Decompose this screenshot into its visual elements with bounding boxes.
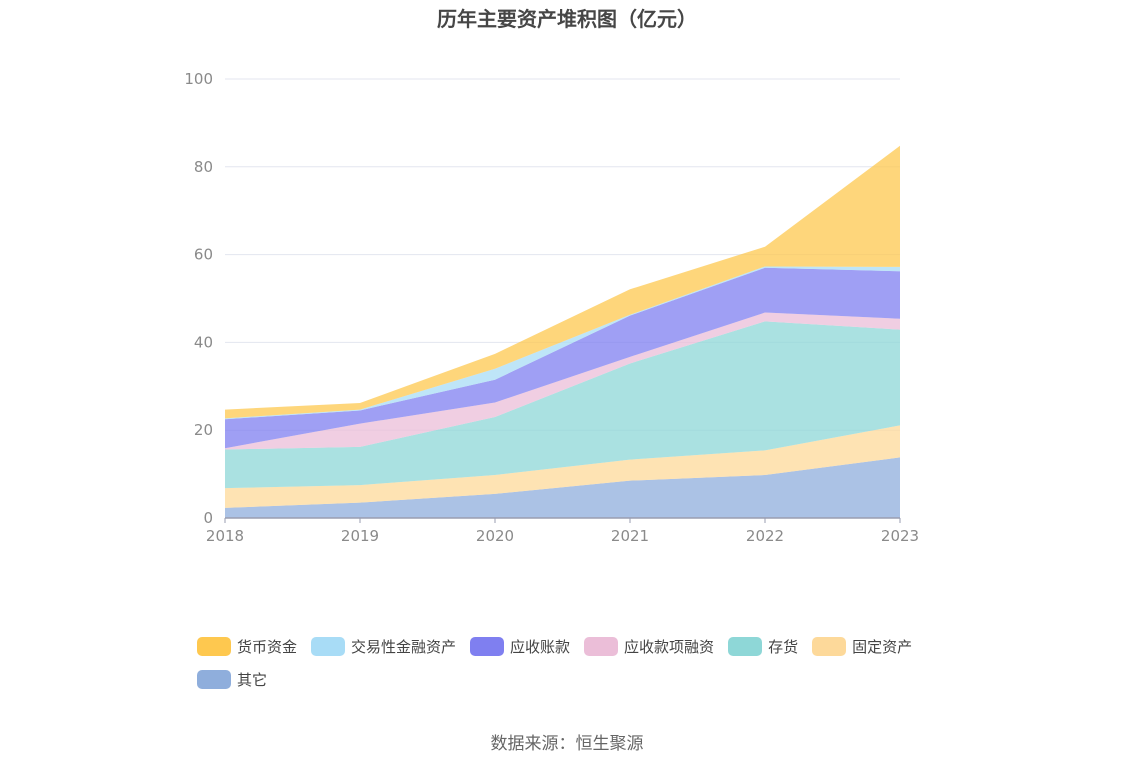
y-tick-label: 20: [194, 421, 213, 439]
area-交易性金融资产[interactable]: [225, 266, 900, 420]
area-固定资产[interactable]: [225, 425, 900, 508]
stacked-area-chart: 0 20 40 60 80 100 2018 2019 2020 2021 2022 2023: [184, 70, 919, 545]
legend-row-1: 货币资金 交易性金融资产 应收账款 应收款项融资 存货 固定资产: [197, 630, 977, 663]
y-axis-ticks: 0 20 40 60 80 100: [184, 70, 213, 527]
y-tick-label: 100: [184, 70, 213, 88]
x-tick-label: 2020: [476, 527, 514, 545]
legend-swatch: [470, 637, 505, 656]
legend-swatch: [311, 637, 346, 656]
legend-swatch: [584, 637, 619, 656]
area-存货[interactable]: [225, 321, 900, 489]
legend-swatch: [197, 637, 231, 656]
legend-label: 存货: [768, 638, 799, 656]
x-tick-label: 2023: [881, 527, 919, 545]
x-tick-label: 2018: [206, 527, 244, 545]
legend-item[interactable]: 其它: [197, 669, 267, 690]
legend-item[interactable]: 存货: [728, 636, 798, 657]
area-应收账款[interactable]: [225, 267, 900, 449]
legend-label: 其它: [237, 671, 268, 689]
legend-swatch: [812, 637, 847, 656]
legend-label: 交易性金融资产: [351, 638, 457, 656]
y-tick-label: 60: [194, 246, 213, 264]
legend-item[interactable]: 货币资金: [197, 636, 297, 657]
legend-label: 应收款项融资: [624, 638, 715, 656]
legend-item[interactable]: 应收款项融资: [584, 636, 714, 657]
x-tick-label: 2019: [341, 527, 379, 545]
legend-row-2: 其它: [197, 663, 977, 696]
area-应收款项融资[interactable]: [225, 312, 900, 450]
y-tick-label: 40: [194, 333, 213, 351]
legend-label: 固定资产: [852, 638, 913, 656]
y-tick-label: 80: [194, 158, 213, 176]
area-series: [225, 145, 900, 518]
legend-swatch: [728, 637, 763, 656]
legend-item[interactable]: 固定资产: [812, 636, 912, 657]
data-source-note: 数据来源：恒生聚源: [490, 734, 644, 754]
chart-title: 历年主要资产堆积图（亿元）: [437, 7, 697, 31]
legend-label: 应收账款: [510, 638, 571, 656]
legend-item[interactable]: 应收账款: [470, 636, 570, 657]
x-tick-label: 2021: [611, 527, 649, 545]
y-tick-label: 0: [203, 509, 213, 527]
area-其它[interactable]: [225, 457, 900, 518]
legend: 货币资金 交易性金融资产 应收账款 应收款项融资 存货 固定资产 其它: [197, 630, 977, 696]
x-axis: 2018 2019 2020 2021 2022 2023: [206, 517, 919, 545]
legend-label: 货币资金: [237, 638, 298, 656]
x-tick-label: 2022: [746, 527, 784, 545]
legend-item[interactable]: 交易性金融资产: [311, 636, 456, 657]
legend-swatch: [197, 670, 231, 689]
